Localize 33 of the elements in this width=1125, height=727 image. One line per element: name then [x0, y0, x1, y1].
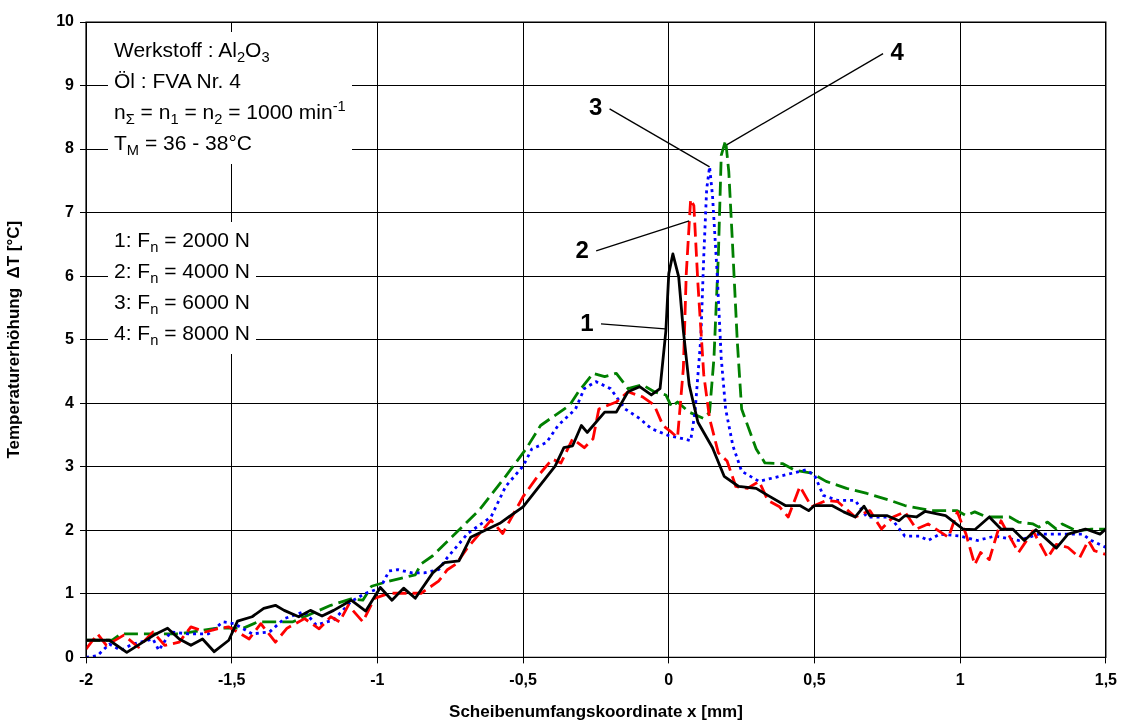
y-tick-label: 1 — [65, 584, 75, 602]
y-tick-label: 6 — [65, 266, 75, 284]
annotation: 3 — [588, 93, 603, 121]
x-tick-label: 0,5 — [803, 671, 826, 689]
annotation: Werkstoff : Al$_{2}$O$_{3}$ — [114, 37, 271, 66]
y-tick-label: 10 — [56, 12, 75, 30]
y-tick-label: 5 — [65, 330, 75, 348]
y-tick-label: 9 — [65, 75, 75, 93]
annotation: 1 — [580, 308, 594, 336]
annotation: 2: F$_{n}$ = 4000 N — [114, 258, 251, 287]
annotation: Öl : FVA Nr. 4 — [114, 68, 242, 94]
y-axis-title: Temperaturerhöhung ΔT [°C] — [3, 220, 23, 459]
annotation: T$_{M}$ = 36 - 38°C — [114, 130, 253, 159]
y-tick-label: 4 — [65, 393, 75, 411]
x-tick-label: -1,5 — [217, 671, 246, 689]
annotation: 4: F$_{n}$ = 8000 N — [114, 320, 251, 349]
x-tick-label: 1,5 — [1094, 671, 1118, 689]
annotation: 1: F$_{n}$ = 2000 N — [114, 227, 251, 256]
annotation: 2 — [575, 235, 589, 263]
y-tick-label: 7 — [65, 203, 75, 221]
annotation: 4 — [890, 38, 905, 66]
annotation: 3: F$_{n}$ = 6000 N — [114, 289, 251, 318]
annotation: n$_{Σ}$ = n$_{1}$ = n$_{2}$ = 1000 min$^{-1}$ — [114, 97, 346, 128]
x-tick-label: 1 — [955, 671, 965, 689]
x-tick-label: -1 — [370, 671, 385, 689]
y-tick-label: 8 — [65, 139, 75, 157]
y-tick-label: 0 — [65, 647, 75, 665]
x-tick-label: -0,5 — [509, 671, 537, 689]
y-tick-label: 3 — [65, 457, 75, 475]
x-tick-label: 0 — [664, 671, 674, 689]
x-tick-label: -2 — [78, 671, 94, 689]
y-tick-label: 2 — [65, 520, 75, 538]
x-axis-title: Scheibenumfangskoordinate x [mm] — [449, 702, 743, 722]
